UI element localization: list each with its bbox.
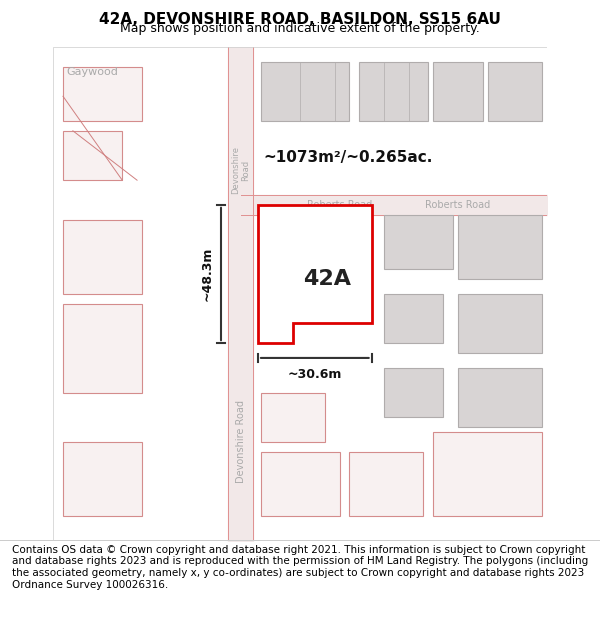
Polygon shape <box>260 392 325 442</box>
Polygon shape <box>260 452 340 516</box>
Polygon shape <box>458 215 542 279</box>
Text: Roberts Road: Roberts Road <box>425 200 491 210</box>
Polygon shape <box>433 432 542 516</box>
Text: Roberts Road: Roberts Road <box>307 200 372 210</box>
Polygon shape <box>63 442 142 516</box>
Text: Gaywood: Gaywood <box>67 66 119 76</box>
Text: Devonshire
Road: Devonshire Road <box>231 146 250 194</box>
Text: 42A, DEVONSHIRE ROAD, BASILDON, SS15 6AU: 42A, DEVONSHIRE ROAD, BASILDON, SS15 6AU <box>99 12 501 27</box>
Polygon shape <box>63 219 142 294</box>
Polygon shape <box>63 131 122 180</box>
Text: ~48.3m: ~48.3m <box>200 247 214 301</box>
Polygon shape <box>359 62 428 121</box>
Text: Contains OS data © Crown copyright and database right 2021. This information is : Contains OS data © Crown copyright and d… <box>12 545 588 589</box>
Polygon shape <box>433 62 482 121</box>
Polygon shape <box>63 67 142 121</box>
Polygon shape <box>384 368 443 418</box>
Polygon shape <box>458 294 542 353</box>
Text: 42A: 42A <box>303 269 351 289</box>
Text: ~1073m²/~0.265ac.: ~1073m²/~0.265ac. <box>263 151 433 166</box>
Polygon shape <box>349 452 424 516</box>
Polygon shape <box>458 368 542 427</box>
Polygon shape <box>488 62 542 121</box>
Polygon shape <box>258 205 371 343</box>
Text: Map shows position and indicative extent of the property.: Map shows position and indicative extent… <box>120 22 480 35</box>
Text: ~30.6m: ~30.6m <box>287 368 342 381</box>
Polygon shape <box>384 215 453 269</box>
Text: Devonshire Road: Devonshire Road <box>236 401 246 483</box>
Polygon shape <box>260 62 349 121</box>
Polygon shape <box>63 304 142 392</box>
Polygon shape <box>278 234 327 294</box>
Polygon shape <box>384 294 443 343</box>
